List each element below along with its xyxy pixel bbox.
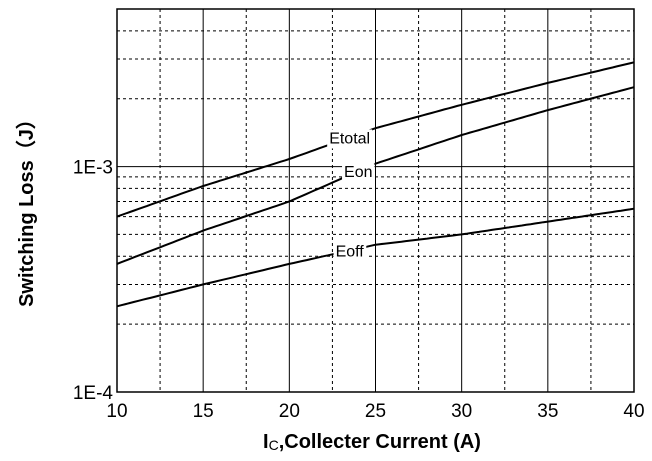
x-tick-label: 25 bbox=[365, 401, 386, 422]
x-tick-label: 20 bbox=[279, 401, 300, 422]
curve-labels: Etotal Eon Eoff bbox=[327, 129, 375, 262]
series-eon-label-bg bbox=[342, 163, 375, 183]
ticks: 10 15 20 25 30 35 40 1E-4 1E-3 bbox=[73, 158, 645, 422]
curves bbox=[116, 61, 635, 308]
x-axis-title: IC,Collecter Current (A) bbox=[263, 431, 481, 453]
series-etotal-line bbox=[116, 61, 635, 218]
y-tick-label: 1E-4 bbox=[73, 383, 114, 404]
series-eoff-label: Eoff bbox=[336, 243, 365, 260]
x-tick-label: 30 bbox=[451, 401, 472, 422]
series-etotal-label-bg bbox=[327, 129, 373, 149]
x-tick-label: 35 bbox=[537, 401, 558, 422]
series-eoff-label-bg bbox=[333, 242, 367, 262]
series-eoff-line bbox=[116, 207, 635, 308]
series-eon-line bbox=[116, 86, 635, 265]
series-eon-label: Eon bbox=[344, 164, 372, 181]
x-tick-label: 40 bbox=[623, 401, 644, 422]
plot-frame bbox=[116, 8, 635, 393]
series-etotal-label: Etotal bbox=[329, 130, 370, 147]
x-tick-label: 10 bbox=[106, 401, 127, 422]
y-tick-label: 1E-3 bbox=[73, 158, 113, 179]
grid bbox=[117, 9, 634, 392]
x-tick-label: 15 bbox=[193, 401, 214, 422]
y-axis-title: Switching Loss（J） bbox=[15, 109, 38, 307]
